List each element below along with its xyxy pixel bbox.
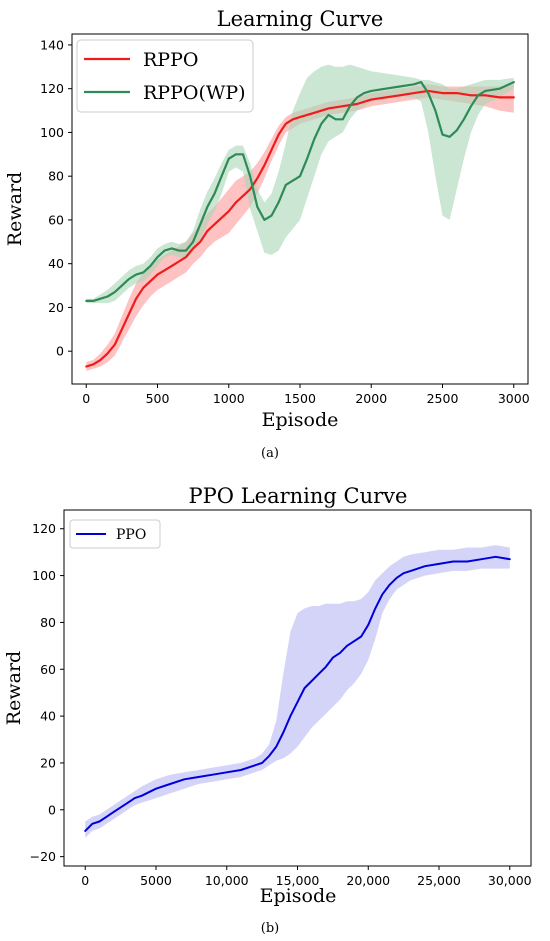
chart-a-x-tick-label: 500: [146, 391, 170, 406]
chart-a-x-tick-label: 3000: [498, 391, 530, 406]
chart-b-x-tick-label: 15,000: [276, 873, 320, 888]
chart-b-x-tick-label: 5000: [140, 873, 172, 888]
chart-a-y-axis: 0 20 40 60 80 100 120 140: [40, 37, 72, 359]
chart-a-x-axis-label: Episode: [262, 409, 339, 431]
chart-b-y-tick-label: 80: [40, 615, 56, 630]
chart-b: PPO Learning Curve 0 5000 10,000 15,000 20,0…: [3, 484, 532, 936]
chart-a-y-tick-label: 80: [48, 169, 64, 184]
chart-b-x-tick-label: 30,000: [488, 873, 532, 888]
series-line-rppo: [85, 89, 515, 368]
chart-b-x-tick-label: 25,000: [417, 873, 461, 888]
chart-b-y-tick-label: 40: [40, 709, 56, 724]
chart-b-legend-box: [69, 519, 161, 549]
chart-b-x-axis: 0 5000 10,000 15,000 20,000 25,000 30,000: [81, 866, 532, 888]
chart-b-y-axis: −20 0 20 40 60 80 100 120: [30, 521, 64, 864]
chart-a-title: Learning Curve: [217, 7, 384, 31]
chart-a-y-tick-label: 140: [40, 37, 64, 52]
chart-a-y-tick-label: 120: [40, 81, 64, 96]
chart-b-caption: (b): [261, 921, 279, 936]
chart-b-y-tick-label: 0: [48, 802, 56, 817]
chart-a-y-tick-label: 0: [56, 344, 64, 359]
chart-a-x-axis: 0 500 1000 1500 2000 2500 3000: [82, 384, 530, 406]
series-line-ppo: [84, 555, 511, 832]
chart-a-caption: (a): [261, 446, 279, 461]
chart-a-y-tick-label: 20: [48, 300, 64, 315]
chart-a-bands: [86, 64, 514, 371]
chart-a-x-tick-label: 2500: [427, 391, 459, 406]
chart-a-y-axis-label: Reward: [4, 172, 26, 246]
chart-a-y-tick-label: 60: [48, 212, 64, 227]
chart-b-x-tick-label: 10,000: [205, 873, 249, 888]
chart-a-y-tick-label: 100: [40, 125, 64, 140]
chart-a-x-tick-label: 0: [82, 391, 90, 406]
chart-b-x-axis-label: Episode: [260, 885, 337, 907]
band-ppo: [85, 545, 510, 838]
legend-label-rppo: RPPO: [143, 49, 198, 71]
legend-label-ppo: PPO: [116, 527, 146, 543]
legend-label-rppo-wp: RPPO(WP): [143, 82, 246, 104]
series-line-rppo-wp: [85, 80, 515, 302]
chart-b-lines: [84, 555, 511, 832]
chart-a-x-tick-label: 1000: [213, 391, 245, 406]
chart-a-x-tick-label: 1500: [284, 391, 316, 406]
chart-b-y-tick-label: 100: [32, 568, 56, 583]
chart-b-y-axis-label: Reward: [3, 651, 25, 725]
chart-b-y-tick-label: 60: [40, 662, 56, 677]
chart-a-y-tick-label: 40: [48, 256, 64, 271]
chart-b-legend: PPO: [69, 519, 161, 549]
chart-b-y-tick-label: −20: [30, 849, 56, 864]
chart-a-legend: RPPO RPPO(WP): [76, 39, 254, 113]
chart-b-y-tick-label: 20: [40, 755, 56, 770]
chart-b-x-tick-label: 0: [81, 873, 89, 888]
chart-a-x-tick-label: 2000: [355, 391, 387, 406]
band-rppo-wp: [86, 64, 514, 304]
chart-b-y-tick-label: 120: [32, 521, 56, 536]
chart-a: Learning Curve 0 500 1000 1500 2000 2500 3000 …: [4, 7, 530, 461]
chart-a-lines: [85, 80, 515, 368]
chart-b-x-tick-label: 20,000: [346, 873, 390, 888]
chart-b-title: PPO Learning Curve: [189, 484, 408, 508]
chart-b-bands: [85, 545, 510, 838]
